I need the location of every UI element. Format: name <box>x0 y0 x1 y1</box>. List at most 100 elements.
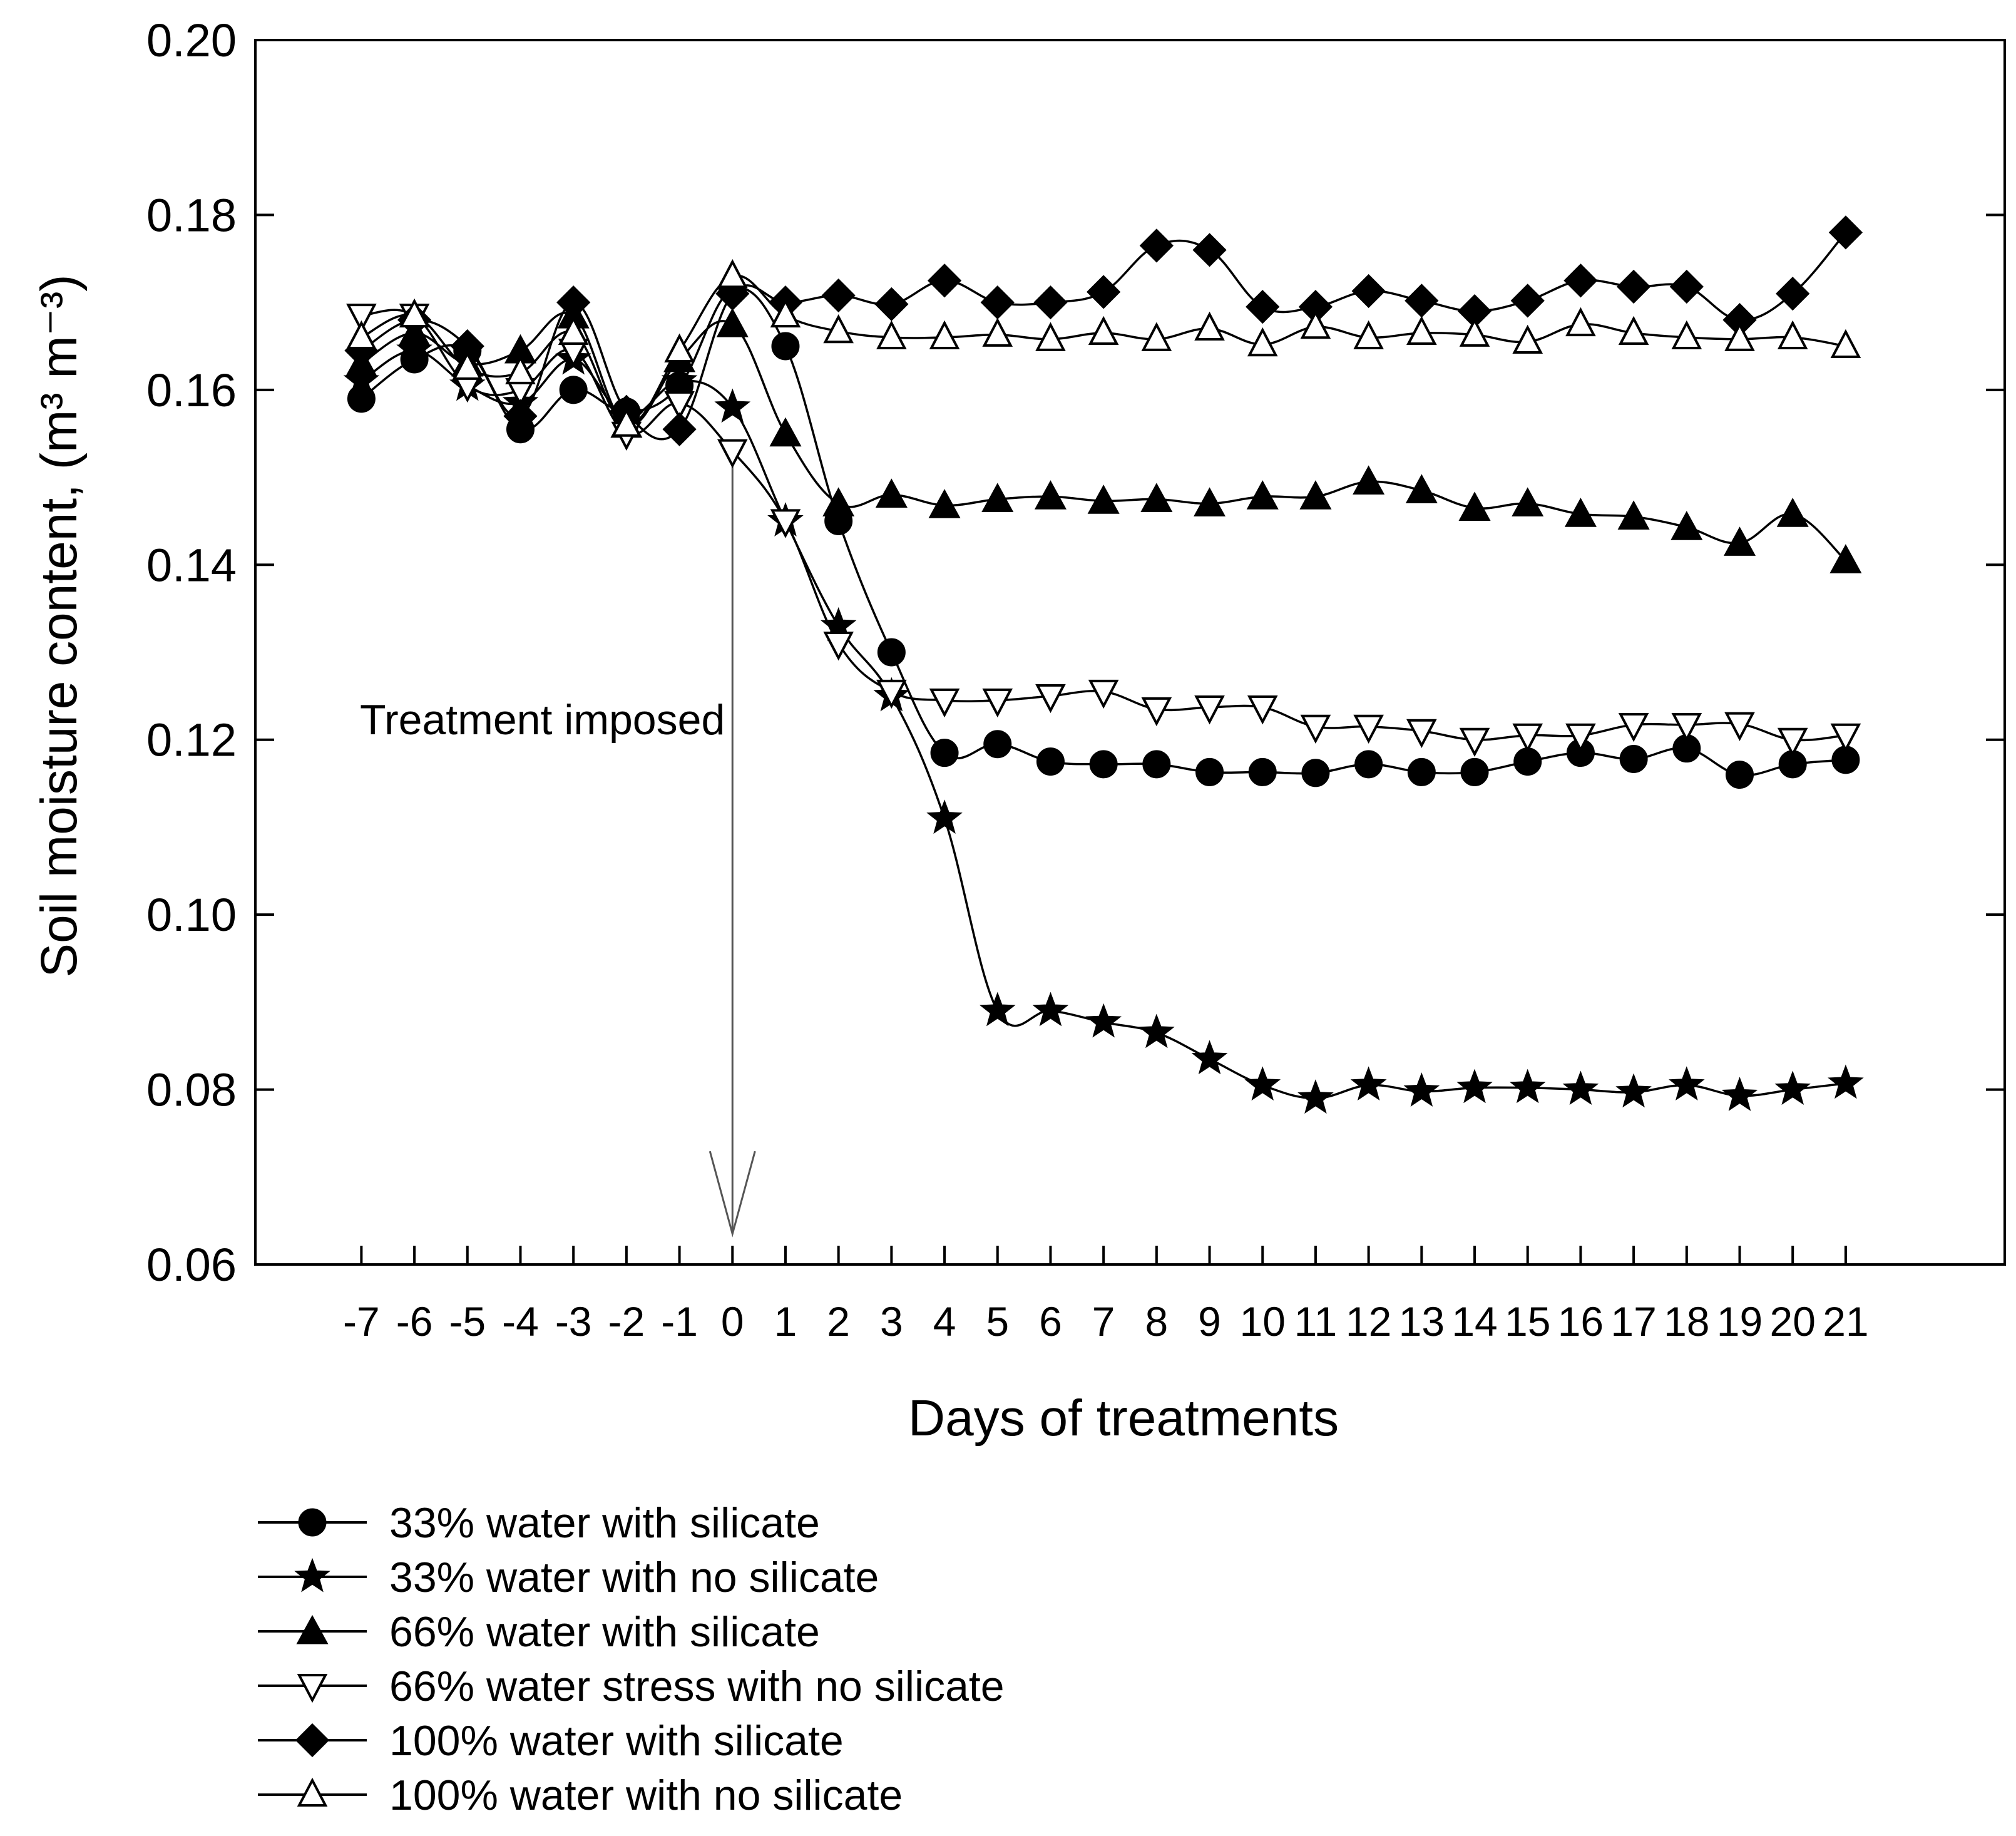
data-point <box>1618 712 1649 742</box>
data-point <box>717 439 748 468</box>
data-point <box>399 298 430 328</box>
x-tick-label: 5 <box>986 1298 1009 1345</box>
legend-marker <box>297 1674 328 1703</box>
data-point <box>1246 290 1280 324</box>
legend-item: 100% water with silicate <box>258 1717 844 1765</box>
data-point <box>982 688 1013 718</box>
data-point <box>1512 324 1543 354</box>
y-tick-label: 0.14 <box>146 539 237 591</box>
legend-item: 100% water with no silicate <box>258 1772 903 1819</box>
data-point <box>1669 269 1704 304</box>
data-point <box>1509 1069 1546 1104</box>
data-point <box>1721 1077 1758 1111</box>
data-point <box>1085 1003 1122 1038</box>
y-tick-label: 0.16 <box>146 364 237 416</box>
x-tick-label: -3 <box>555 1298 592 1345</box>
data-point <box>1563 264 1598 298</box>
data-point <box>1354 750 1383 779</box>
data-point <box>1142 750 1171 779</box>
x-tick-label: 3 <box>880 1298 903 1345</box>
data-point <box>1300 309 1331 339</box>
data-point <box>611 408 642 437</box>
y-tick-label: 0.12 <box>146 714 237 766</box>
data-point <box>1619 744 1648 773</box>
data-point <box>1087 275 1121 309</box>
data-point <box>1776 498 1809 527</box>
data-point <box>1671 712 1702 742</box>
data-point <box>1246 480 1279 510</box>
data-point <box>558 315 589 346</box>
x-axis-title: Days of treatments <box>908 1390 1339 1447</box>
data-point <box>1244 1066 1281 1101</box>
x-tick-label: 10 <box>1240 1298 1286 1345</box>
data-point <box>559 376 588 404</box>
data-point <box>1141 322 1172 351</box>
y-tick-label: 0.06 <box>146 1239 237 1291</box>
data-point <box>929 688 960 718</box>
x-tick-label: 13 <box>1399 1298 1445 1345</box>
x-tick-label: 20 <box>1770 1298 1816 1345</box>
data-point <box>1830 723 1861 753</box>
data-point <box>982 317 1013 347</box>
legend-marker <box>295 1723 330 1758</box>
data-point <box>981 483 1014 512</box>
data-point <box>1776 277 1810 311</box>
x-tick-label: 17 <box>1610 1298 1656 1345</box>
y-tick-label: 0.10 <box>146 889 237 941</box>
x-tick-label: -6 <box>396 1298 433 1345</box>
data-point <box>1032 992 1069 1027</box>
y-tick-label: 0.08 <box>146 1064 237 1116</box>
legend-item: 33% water with no silicate <box>258 1554 879 1601</box>
data-point <box>1087 485 1120 514</box>
data-point <box>770 298 801 328</box>
data-point <box>1565 307 1596 337</box>
data-point <box>1141 697 1172 727</box>
data-point <box>1671 511 1703 540</box>
data-point <box>823 632 854 661</box>
x-tick-label: 11 <box>1294 1298 1338 1345</box>
data-point <box>1512 723 1543 753</box>
data-point <box>1035 322 1066 351</box>
data-point <box>346 304 377 333</box>
legend-marker <box>298 1508 327 1537</box>
data-point <box>1405 284 1439 318</box>
data-point <box>1564 498 1597 527</box>
x-tick-label: 15 <box>1505 1298 1550 1345</box>
data-point <box>716 307 749 337</box>
legend-item: 33% water with silicate <box>258 1499 820 1547</box>
data-point <box>1459 727 1490 757</box>
data-point <box>1726 761 1754 789</box>
data-point <box>1191 1040 1228 1075</box>
x-tick-label: 8 <box>1145 1298 1168 1345</box>
data-point <box>1139 228 1174 263</box>
data-point <box>876 679 907 709</box>
x-tick-label: -7 <box>343 1298 380 1345</box>
data-point <box>1088 315 1119 346</box>
data-point <box>1353 714 1384 744</box>
legend-marker <box>297 1777 328 1807</box>
x-tick-label: 16 <box>1558 1298 1604 1345</box>
data-point <box>503 399 538 433</box>
data-point <box>822 487 855 516</box>
data-point <box>1616 269 1651 304</box>
data-point <box>1456 1069 1493 1104</box>
data-point <box>1458 491 1491 521</box>
x-tick-label: -5 <box>449 1298 486 1345</box>
treatment-imposed-label: Treatment imposed <box>360 696 725 744</box>
x-tick-label: -2 <box>608 1298 645 1345</box>
data-point <box>1247 327 1278 357</box>
data-point <box>1194 311 1225 341</box>
x-tick-label: 9 <box>1198 1298 1221 1345</box>
y-tick-label: 0.18 <box>146 189 237 241</box>
data-point <box>1565 723 1596 753</box>
data-point <box>1830 329 1861 358</box>
x-tick-label: -1 <box>661 1298 698 1345</box>
legend-marker <box>296 1614 329 1644</box>
data-point <box>1299 480 1332 510</box>
data-point <box>717 259 748 289</box>
data-point <box>1510 284 1545 318</box>
data-point <box>930 739 959 767</box>
data-point <box>1829 544 1862 573</box>
data-point <box>875 478 908 508</box>
data-point <box>664 391 695 421</box>
